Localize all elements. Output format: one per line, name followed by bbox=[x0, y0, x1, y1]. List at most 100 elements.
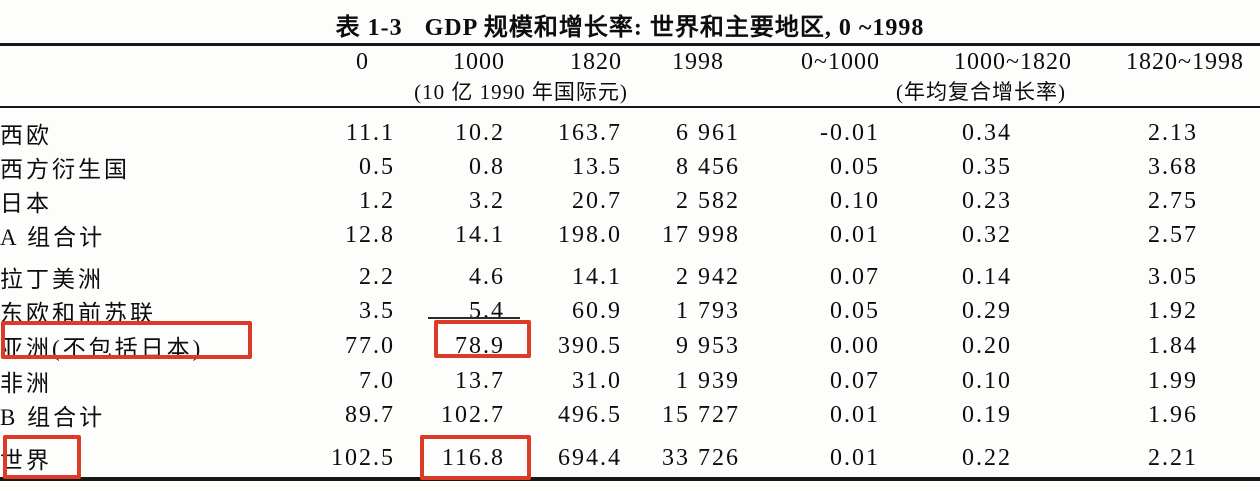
value-cell: 3.05 bbox=[1148, 263, 1198, 290]
period-header-cell: 1000 bbox=[453, 49, 505, 75]
value-cell: 0.34 bbox=[962, 119, 1012, 146]
value-cell: 6 961 bbox=[676, 119, 740, 146]
table-row: 拉丁美洲 2.2 4.6 14.1 2 942 0.07 0.14 3.05 bbox=[0, 260, 1260, 294]
value-cell: 102.5 bbox=[331, 444, 395, 471]
value-cell: 2.13 bbox=[1148, 119, 1198, 146]
value-cell: 496.5 bbox=[558, 401, 622, 428]
value-cell: 0.00 bbox=[830, 332, 880, 359]
top-rule bbox=[0, 43, 1260, 46]
value-cell: 13.7 bbox=[455, 367, 505, 394]
value-cell: 1.92 bbox=[1148, 297, 1198, 324]
table-number: 表 1-3 bbox=[335, 15, 403, 41]
table-row: 世界 102.5 116.8 694.4 33 726 0.01 0.22 2.21 bbox=[0, 440, 1260, 476]
period-header-cell: 0~1000 bbox=[801, 49, 880, 75]
value-cell: 15 727 bbox=[662, 401, 740, 428]
value-cell: 0.01 bbox=[830, 444, 880, 471]
annotation-box-world-label bbox=[3, 435, 81, 479]
group-spacer bbox=[0, 252, 1260, 260]
value-cell: 1.99 bbox=[1148, 367, 1198, 394]
annotation-box-asia-label bbox=[1, 321, 252, 359]
table-row: 西欧 11.1 10.2 163.7 6 961 -0.01 0.34 2.13 bbox=[0, 116, 1260, 150]
value-cell: 0.05 bbox=[830, 297, 880, 324]
value-cell: 11.1 bbox=[345, 119, 395, 146]
row-label-cell: 拉丁美洲 bbox=[0, 260, 300, 294]
row-label: 非洲 bbox=[0, 371, 52, 396]
value-cell: -0.01 bbox=[820, 119, 880, 146]
row-label-cell: 非洲 bbox=[0, 364, 300, 398]
unit-subheader-growth: (年均复合增长率) bbox=[896, 80, 1066, 104]
row-label-cell: A 组合计 bbox=[0, 218, 300, 252]
value-cell: 694.4 bbox=[558, 444, 622, 471]
table-row: 非洲 7.0 13.7 31.0 1 939 0.07 0.10 1.99 bbox=[0, 364, 1260, 398]
unit-subheader-row: (10 亿 1990 年国际元) (年均复合增长率) bbox=[0, 76, 1260, 106]
row-label: 世界 bbox=[0, 448, 52, 473]
corner-cell bbox=[0, 48, 300, 76]
value-cell: 1 939 bbox=[676, 367, 740, 394]
value-cell: 60.9 bbox=[572, 297, 622, 324]
value-cell: 0.20 bbox=[962, 332, 1012, 359]
row-label-cell: 西欧 bbox=[0, 116, 300, 150]
row-label: 西方衍生国 bbox=[0, 157, 130, 182]
row-label: 西欧 bbox=[0, 123, 52, 148]
value-cell: 198.0 bbox=[558, 221, 622, 248]
period-header-cell: 0 bbox=[356, 49, 369, 75]
value-cell: 0.10 bbox=[830, 187, 880, 214]
value-cell: 1.2 bbox=[359, 187, 395, 214]
row-label-cell: 西方衍生国 bbox=[0, 150, 300, 184]
value-cell: 89.7 bbox=[345, 401, 395, 428]
row-label-cell: 日本 bbox=[0, 184, 300, 218]
value-cell: 17 998 bbox=[662, 221, 740, 248]
value-cell: 3.68 bbox=[1148, 153, 1198, 180]
table-body: 0 1000 1820 1998 0~1000 1000~1820 1820~1… bbox=[0, 48, 1260, 476]
table-title: 表 1-3 GDP 规模和增长率: 世界和主要地区, 0 ~1998 bbox=[0, 7, 1260, 42]
value-cell: 4.6 bbox=[469, 263, 505, 290]
value-cell: 102.7 bbox=[441, 401, 505, 428]
value-cell: 33 726 bbox=[662, 444, 740, 471]
value-cell: 31.0 bbox=[572, 367, 622, 394]
value-cell: 0.10 bbox=[962, 367, 1012, 394]
value-cell: 0.35 bbox=[962, 153, 1012, 180]
period-header-row: 0 1000 1820 1998 0~1000 1000~1820 1820~1… bbox=[0, 48, 1260, 76]
value-cell: 0.05 bbox=[830, 153, 880, 180]
value-cell: 2.2 bbox=[359, 263, 395, 290]
value-cell: 2 942 bbox=[676, 263, 740, 290]
value-cell: 9 953 bbox=[676, 332, 740, 359]
row-label-cell: 世界 bbox=[0, 440, 300, 476]
value-cell: 1.84 bbox=[1148, 332, 1198, 359]
value-cell: 0.14 bbox=[962, 263, 1012, 290]
value-cell: 0.8 bbox=[469, 153, 505, 180]
period-header-cell: 1820 bbox=[570, 49, 622, 75]
table-title-text: GDP 规模和增长率: 世界和主要地区, 0 ~1998 bbox=[424, 15, 925, 41]
value-cell: 390.5 bbox=[558, 332, 622, 359]
value-cell: 0.22 bbox=[962, 444, 1012, 471]
unit-subheader-levels: (10 亿 1990 年国际元) bbox=[414, 80, 628, 104]
value-cell: 2.21 bbox=[1148, 444, 1198, 471]
period-header-cell: 1000~1820 bbox=[954, 49, 1072, 75]
value-cell: 0.19 bbox=[962, 401, 1012, 428]
value-cell: 0.32 bbox=[962, 221, 1012, 248]
value-cell: 0.5 bbox=[359, 153, 395, 180]
value-cell: 14.1 bbox=[572, 263, 622, 290]
bottom-rule bbox=[0, 477, 1260, 481]
value-cell: 2 582 bbox=[676, 187, 740, 214]
period-header-cell: 1820~1998 bbox=[1126, 49, 1244, 75]
annotation-box-world-1000-value bbox=[420, 435, 531, 480]
table-row: B 组合计 89.7 102.7 496.5 15 727 0.01 0.19 1.96 bbox=[0, 398, 1260, 432]
value-cell: 0.23 bbox=[962, 187, 1012, 214]
row-label: B 组合计 bbox=[0, 405, 106, 430]
annotation-box-asia-1000-value bbox=[434, 320, 531, 358]
value-cell: 10.2 bbox=[455, 119, 505, 146]
value-cell: 2.57 bbox=[1148, 221, 1198, 248]
value-cell: 1.96 bbox=[1148, 401, 1198, 428]
value-cell: 7.0 bbox=[359, 367, 395, 394]
value-cell: 3.2 bbox=[469, 187, 505, 214]
value-cell: 12.8 bbox=[345, 221, 395, 248]
value-cell: 116.8 bbox=[441, 444, 505, 471]
value-cell: 3.5 bbox=[359, 297, 395, 324]
gdp-table: 0 1000 1820 1998 0~1000 1000~1820 1820~1… bbox=[0, 48, 1260, 476]
value-cell: 5.4 bbox=[469, 297, 505, 324]
row-label: 拉丁美洲 bbox=[0, 267, 104, 292]
row-label: A 组合计 bbox=[0, 225, 106, 250]
scan-artifact-line bbox=[428, 317, 520, 319]
